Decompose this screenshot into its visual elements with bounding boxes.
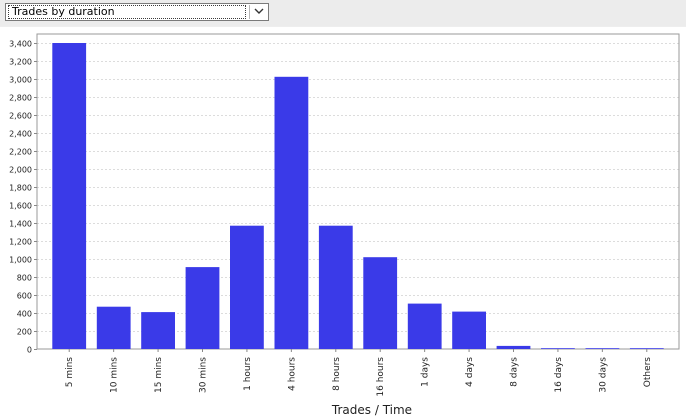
x-tick-label: 8 days (510, 357, 520, 387)
y-tick-label: 400 (17, 310, 32, 319)
y-tick-label: 2,600 (9, 112, 32, 121)
bar (407, 303, 442, 349)
x-tick-label: 1 days (421, 357, 431, 387)
x-tick-label: Others (643, 357, 653, 388)
bar (274, 76, 309, 350)
gridlines (37, 43, 679, 332)
y-tick-label: 3,400 (9, 40, 32, 49)
x-tick-label: 30 mins (199, 357, 209, 393)
y-tick-label: 2,000 (9, 166, 32, 175)
bars (52, 43, 664, 350)
bar (318, 225, 353, 349)
y-tick-label: 2,200 (9, 148, 32, 157)
x-tick-label: 16 hours (376, 357, 386, 397)
x-tick-label: 15 mins (154, 357, 164, 393)
chart-type-select[interactable]: Trades by duration (5, 3, 269, 21)
x-tick-label: 5 mins (65, 357, 75, 388)
y-tick-label: 200 (17, 328, 32, 337)
bar (363, 257, 398, 349)
plot-area-frame (36, 33, 680, 350)
y-tick-label: 0 (27, 346, 32, 355)
y-tick-label: 1,400 (9, 220, 32, 229)
bar (230, 225, 264, 349)
y-tick-label: 1,600 (9, 202, 32, 211)
chart-type-select-value: Trades by duration (8, 5, 246, 19)
y-tick-label: 800 (17, 274, 32, 283)
x-axis-tick-labels: 5 mins 10 mins 15 mins 30 mins 1 hours 4 hour… (65, 349, 653, 397)
y-tick-label: 1,800 (9, 184, 32, 193)
bar (541, 348, 575, 349)
bar (52, 43, 87, 349)
bar-chart: 0 200 400 600 800 1,000 1,200 1,400 1,600 1,800 2,… (9, 33, 680, 417)
x-tick-label: 16 days (554, 357, 564, 393)
y-tick-label: 1,000 (9, 256, 32, 265)
bar (496, 345, 531, 349)
y-tick-label: 2,800 (9, 94, 32, 103)
x-tick-label: 4 hours (287, 357, 297, 391)
bar (141, 312, 175, 349)
y-tick-label: 2,400 (9, 130, 32, 139)
x-tick-label: 1 hours (243, 357, 253, 391)
bar (452, 311, 486, 349)
dropdown-arrow-button[interactable] (249, 5, 267, 19)
bar (185, 267, 220, 349)
bar (96, 306, 131, 349)
x-tick-label: 4 days (465, 357, 475, 387)
y-axis-ticks: 0 200 400 600 800 1,000 1,200 1,400 1,600 1,800 2,… (9, 40, 37, 355)
y-tick-label: 1,200 (9, 238, 32, 247)
bar (629, 348, 664, 349)
x-tick-label: 8 hours (332, 357, 342, 391)
y-tick-label: 3,000 (9, 76, 32, 85)
chart-panel: 0 200 400 600 800 1,000 1,200 1,400 1,600 1,800 2,… (0, 27, 686, 420)
x-axis-title: Trades / Time (331, 403, 412, 417)
y-tick-label: 600 (17, 292, 32, 301)
bar (585, 348, 620, 349)
x-tick-label: 30 days (598, 357, 608, 393)
x-tick-label: 10 mins (110, 357, 120, 393)
y-tick-label: 3,200 (9, 58, 32, 67)
chevron-down-icon (254, 8, 264, 14)
